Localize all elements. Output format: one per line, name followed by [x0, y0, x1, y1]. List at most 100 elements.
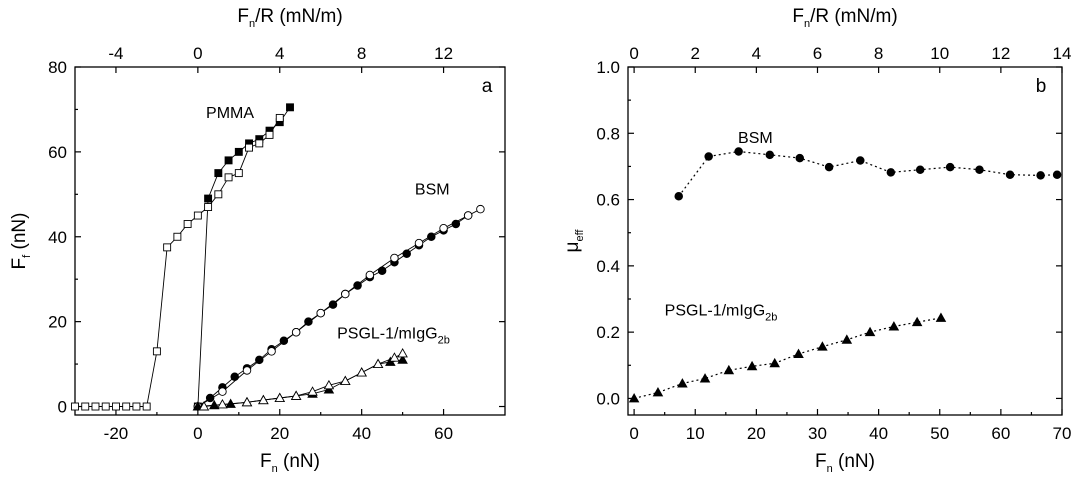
- data-point: [628, 393, 640, 403]
- y-axis-title-main: F: [9, 258, 30, 270]
- data-point: [234, 147, 243, 156]
- x-tick-label: 40: [352, 424, 371, 443]
- top-tick-label: 0: [193, 44, 202, 63]
- data-point: [307, 386, 318, 396]
- data-point: [975, 165, 984, 174]
- data-point: [652, 387, 664, 397]
- data-point: [356, 367, 367, 377]
- y-axis-title-sub: f: [21, 254, 33, 258]
- data-point: [841, 334, 853, 344]
- x-tick-label: 20: [270, 424, 289, 443]
- data-point: [397, 354, 408, 364]
- top-tick-label: -4: [108, 44, 123, 63]
- series-line: [75, 117, 281, 407]
- series-line: [678, 150, 1058, 197]
- series-annotation-main: PMMA: [206, 105, 254, 122]
- series-annotation-main: BSM: [738, 130, 773, 147]
- x-axis-title: Fn (nN): [815, 451, 875, 475]
- data-point: [245, 143, 253, 152]
- data-point: [224, 156, 233, 165]
- data-point: [267, 347, 276, 356]
- data-point: [372, 358, 384, 369]
- data-point: [152, 347, 161, 356]
- x-axis-title: Fn (nN): [260, 451, 320, 475]
- data-point: [817, 341, 828, 351]
- data-point: [204, 194, 213, 203]
- data-point: [91, 402, 100, 411]
- data-point: [414, 238, 424, 248]
- data-point: [217, 398, 228, 409]
- x-tick-label: 0: [629, 424, 638, 443]
- y-tick-label: 0.4: [596, 257, 620, 276]
- data-point: [674, 192, 683, 201]
- top-axis-title: Fn/R (mN/m): [237, 6, 342, 30]
- data-point: [341, 289, 350, 299]
- x-tick-label: 10: [686, 424, 705, 443]
- data-point: [101, 402, 110, 411]
- data-point: [193, 211, 202, 220]
- data-point: [71, 402, 79, 411]
- y-tick-label: 60: [48, 143, 67, 162]
- data-point: [746, 360, 758, 371]
- data-point: [340, 375, 351, 385]
- panel-label: a: [482, 76, 493, 97]
- top-tick-label: 6: [813, 44, 822, 63]
- series-annotation: PMMA: [206, 105, 254, 122]
- data-point: [911, 316, 923, 327]
- data-point: [132, 402, 141, 411]
- data-point: [230, 372, 239, 382]
- data-point: [214, 190, 223, 199]
- data-point: [397, 348, 408, 358]
- data-point: [204, 203, 213, 211]
- y-axis-title: μeff: [562, 229, 586, 253]
- series-annotation-main: BSM: [415, 181, 450, 198]
- data-point: [886, 168, 896, 177]
- data-point: [793, 348, 804, 358]
- data-point: [242, 366, 252, 375]
- data-point: [112, 402, 120, 411]
- data-point: [769, 357, 780, 368]
- x-axis-title-main: F: [815, 451, 827, 472]
- series-annotation: BSM: [738, 130, 773, 147]
- data-point: [439, 224, 448, 233]
- data-point: [265, 130, 274, 139]
- x-axis-title-tail: (nN): [833, 451, 875, 472]
- x-tick-label: 60: [434, 424, 453, 443]
- x-tick-label: -20: [104, 424, 129, 443]
- data-point: [241, 396, 253, 407]
- data-point: [864, 326, 876, 337]
- data-point: [163, 243, 172, 252]
- top-axis-title-sub: n: [804, 18, 810, 30]
- y-axis-title-sub: eff: [574, 229, 586, 242]
- x-axis-title-main: F: [260, 451, 272, 472]
- plot-frame: [627, 66, 1063, 416]
- x-tick-label: 50: [930, 424, 949, 443]
- data-point: [1036, 171, 1045, 180]
- data-point: [945, 162, 955, 172]
- series-line: [197, 208, 481, 407]
- top-tick-label: 12: [434, 44, 453, 63]
- data-point: [279, 336, 289, 345]
- data-point: [328, 300, 338, 309]
- y-tick-label: 0.2: [596, 323, 620, 342]
- top-axis-title: Fn/R (mN/m): [792, 6, 897, 30]
- data-point: [214, 169, 223, 178]
- data-point: [1052, 170, 1062, 179]
- y-tick-label: 80: [48, 58, 67, 77]
- data-point: [274, 392, 286, 402]
- data-point: [198, 401, 210, 411]
- x-tick-label: 60: [991, 424, 1010, 443]
- data-point: [795, 153, 805, 163]
- top-axis-title-tail: /R (mN/m): [810, 6, 898, 27]
- top-axis-title-main: F: [792, 6, 804, 27]
- data-point: [183, 220, 192, 228]
- data-point: [218, 387, 227, 396]
- data-point: [824, 162, 834, 172]
- y-axis-title: Ff (nN): [9, 213, 33, 270]
- series-annotation-sub: 2b: [765, 312, 777, 324]
- y-tick-label: 40: [48, 228, 67, 247]
- data-point: [353, 281, 362, 290]
- y-axis-title-main: μ: [562, 242, 583, 253]
- data-point: [389, 352, 400, 362]
- y-tick-label: 0.6: [596, 191, 620, 210]
